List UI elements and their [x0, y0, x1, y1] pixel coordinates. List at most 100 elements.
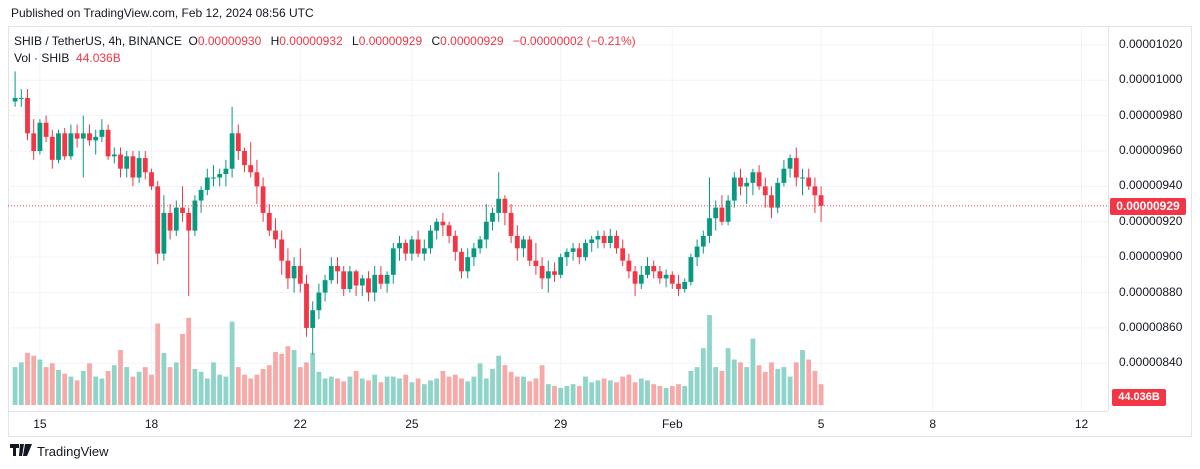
volume-bar	[459, 378, 464, 405]
volume-bar	[167, 367, 173, 405]
candle-body	[291, 266, 297, 279]
y-tick-label: 0.00001020	[1119, 36, 1183, 51]
candle-body	[347, 271, 353, 289]
candle-body	[657, 271, 663, 279]
volume-bar	[273, 351, 278, 405]
volume-bar	[527, 381, 533, 405]
candle-body	[204, 177, 210, 190]
candle-body	[43, 122, 49, 137]
published-note: Published on TradingView.com, Feb 12, 20…	[11, 6, 314, 20]
candle-body	[676, 283, 681, 289]
volume-bar	[545, 384, 551, 405]
candle-body	[74, 133, 80, 139]
candle-body	[49, 136, 55, 160]
y-tick-label: 0.00000940	[1119, 178, 1183, 193]
candle-body	[161, 212, 167, 254]
candle-body	[180, 207, 185, 213]
volume-bar	[105, 370, 111, 405]
candle-body	[570, 248, 576, 252]
volume-bar	[223, 376, 229, 405]
volume-value: 44.036B	[76, 51, 121, 65]
volume-bar	[490, 369, 495, 405]
candle-body	[260, 186, 266, 213]
volume-bar	[279, 353, 285, 405]
y-tick-label: 0.00000840	[1119, 355, 1183, 370]
volume-bar	[341, 381, 347, 405]
volume-bar	[818, 384, 824, 405]
volume-bar	[645, 380, 650, 405]
volume-bar	[707, 315, 712, 405]
volume-bar	[62, 373, 68, 405]
candle-body	[483, 221, 489, 240]
volume-bar	[682, 386, 688, 405]
volume-bar	[576, 386, 582, 405]
volume-bar	[186, 317, 192, 405]
chart-frame	[8, 26, 1192, 437]
candle-body	[297, 266, 303, 284]
candle-body	[465, 257, 471, 272]
candle-body	[105, 129, 111, 157]
volume-bar	[180, 333, 185, 405]
candle-body	[229, 133, 235, 169]
volume-bar	[793, 362, 799, 405]
volume-bar	[359, 378, 365, 405]
candle-body	[366, 278, 371, 293]
candle-body	[440, 221, 446, 226]
volume-bar	[192, 369, 198, 405]
volume-bar	[260, 369, 266, 405]
logo-text: TradingView	[37, 444, 109, 459]
symbol-label: SHIB / TetherUS, 4h, BINANCE	[14, 34, 182, 48]
volume-bar	[700, 348, 706, 405]
candle-body	[694, 246, 700, 258]
candle-body	[415, 239, 421, 254]
volume-bar	[217, 374, 223, 405]
candle-body	[254, 172, 260, 187]
candle-body	[56, 133, 61, 160]
x-tick-label: 15	[33, 417, 47, 431]
volume-bar	[155, 323, 161, 405]
volume-bar	[620, 376, 626, 405]
y-tick-label: 0.00001000	[1119, 72, 1183, 87]
volume-bar	[713, 367, 719, 405]
volume-bar	[533, 378, 539, 405]
candle-body	[533, 260, 539, 266]
volume-bar	[328, 376, 334, 405]
candle-body	[818, 195, 824, 206]
volume-bar	[806, 359, 812, 405]
volume-bar	[390, 376, 396, 405]
candle-body	[645, 266, 650, 275]
volume-bar	[521, 376, 526, 405]
volume-bar	[570, 384, 576, 405]
high-label: H	[270, 34, 280, 48]
candle-body	[738, 177, 743, 187]
candle-body	[12, 97, 18, 102]
volume-bar	[428, 380, 433, 405]
volume-bar	[750, 338, 756, 405]
candle-body	[700, 235, 706, 247]
candle-body	[118, 154, 123, 169]
candle-body	[310, 310, 316, 328]
candlestick-chart[interactable]	[8, 26, 1108, 411]
candle-body	[812, 186, 818, 196]
volume-bar	[31, 355, 37, 405]
volume-bar	[291, 350, 297, 405]
candle-body	[18, 97, 24, 99]
time-axis[interactable]: 15 18 22 25 29 Feb 5 8 12	[8, 411, 1108, 437]
price-axis[interactable]: 0.00001020 0.00001000 0.00000980 0.00000960…	[1108, 26, 1192, 411]
volume-bar	[744, 367, 750, 405]
candle-body	[471, 248, 477, 258]
x-tick-label: Feb	[661, 417, 683, 431]
candle-body	[173, 207, 179, 231]
volume-bars	[12, 315, 824, 405]
low-label: L	[352, 34, 359, 48]
tradingview-logo[interactable]: TradingView	[10, 444, 109, 459]
candle-body	[37, 122, 43, 151]
candle-body	[397, 243, 402, 249]
candle-body	[322, 280, 328, 293]
candle-body	[192, 200, 198, 231]
volume-bar	[514, 376, 520, 405]
high-value: 0.00000932	[279, 34, 343, 48]
candle-body	[266, 212, 272, 231]
candle-body	[459, 251, 464, 272]
volume-bar	[335, 378, 340, 405]
